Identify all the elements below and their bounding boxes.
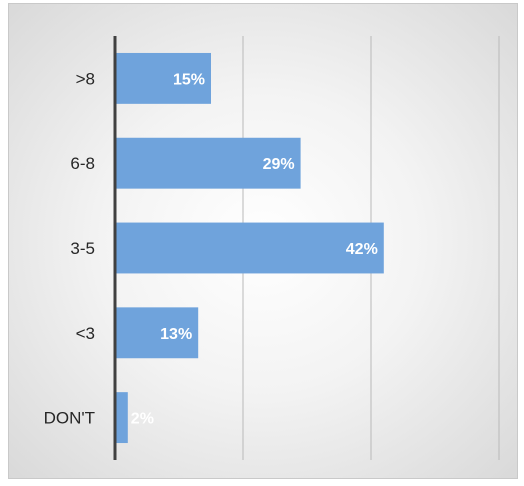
bar-chart: 15% 29% 42% 13% 2% >8 6-8 3-5 <3 DON'T [44, 36, 500, 460]
value-label-3: 13% [160, 326, 192, 343]
category-label-1: 6-8 [70, 154, 95, 173]
bar-0 [115, 52, 211, 104]
bar-4 [115, 392, 128, 444]
value-label-0: 15% [173, 71, 205, 88]
chart-frame: 15% 29% 42% 13% 2% >8 6-8 3-5 <3 DON'T [8, 3, 518, 479]
bars [115, 52, 384, 444]
value-label-1: 29% [263, 156, 295, 173]
value-label-2: 42% [346, 241, 378, 258]
category-label-3: <3 [76, 324, 95, 343]
category-label-4: DON'T [44, 409, 95, 428]
value-label-4: 2% [131, 411, 154, 428]
bar-2 [115, 222, 384, 274]
category-label-0: >8 [76, 69, 95, 88]
category-label-2: 3-5 [70, 239, 95, 258]
value-labels: 15% 29% 42% 13% 2% [131, 71, 378, 427]
bar-3 [115, 307, 199, 359]
category-labels: >8 6-8 3-5 <3 DON'T [44, 69, 95, 427]
bar-1 [115, 137, 301, 189]
